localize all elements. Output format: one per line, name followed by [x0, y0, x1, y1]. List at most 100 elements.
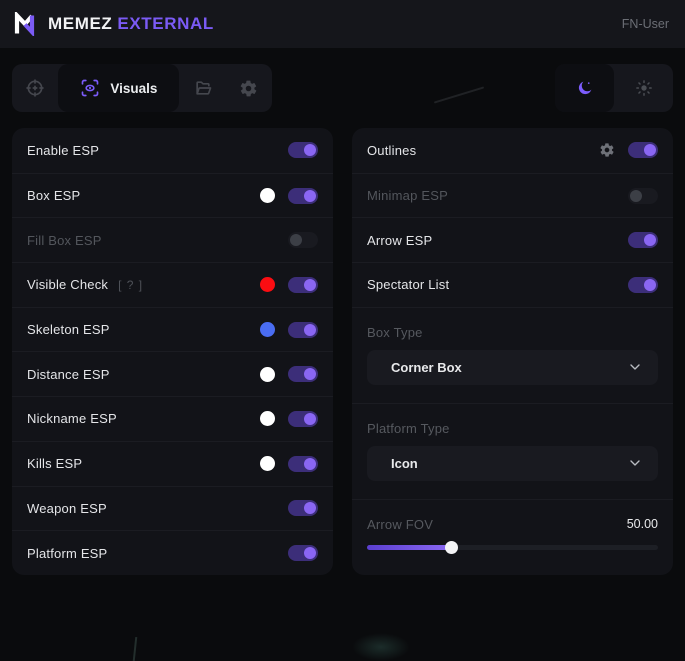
- toggle-knob: [304, 412, 316, 425]
- tab-aimbot[interactable]: [12, 64, 58, 112]
- kills-esp-color-swatch[interactable]: [260, 456, 275, 472]
- skeleton-esp-color-swatch[interactable]: [260, 322, 275, 338]
- arrow-fov-slider[interactable]: [367, 540, 658, 554]
- header: MEMEZ EXTERNAL FN-User: [0, 0, 685, 48]
- toggle-knob: [304, 547, 316, 560]
- row-label: Arrow ESP: [367, 232, 433, 248]
- weapon-esp-toggle[interactable]: [288, 500, 318, 517]
- row-spectator-list: Spectator List: [352, 262, 673, 307]
- distance-esp-color-swatch[interactable]: [260, 366, 275, 382]
- settings-panels: Enable ESP Box ESP Fill Box ESP Visible …: [12, 128, 673, 575]
- background-artifact: [132, 636, 138, 661]
- toggle-knob: [290, 234, 302, 247]
- toggle-knob: [644, 234, 656, 247]
- folder-icon: [195, 81, 211, 95]
- skeleton-esp-toggle[interactable]: [288, 321, 318, 338]
- tab-configs[interactable]: [179, 64, 225, 112]
- platform-type-value: Icon: [391, 455, 418, 471]
- row-weapon-esp: Weapon ESP: [12, 485, 333, 531]
- arrow-fov-label: Arrow FOV: [367, 516, 434, 532]
- row-outlines: Outlines: [352, 128, 673, 173]
- toggle-knob: [304, 323, 316, 336]
- row-label: Outlines: [367, 142, 417, 158]
- scan-eye-icon: [80, 78, 100, 98]
- row-box-esp: Box ESP: [12, 172, 333, 218]
- row-label: Skeleton ESP: [27, 322, 110, 338]
- toggle-knob: [304, 278, 316, 291]
- moon-icon: [578, 81, 591, 95]
- brand-logo-icon: [14, 12, 35, 36]
- box-type-group: Box Type Corner Box: [352, 306, 673, 403]
- tab-group: Visuals: [12, 64, 272, 112]
- tab-bar: Visuals: [12, 64, 673, 112]
- row-kills-esp: Kills ESP: [12, 440, 333, 486]
- row-label: Spectator List: [367, 277, 450, 293]
- row-nickname-esp: Nickname ESP: [12, 396, 333, 441]
- platform-esp-toggle[interactable]: [288, 545, 318, 562]
- box-esp-toggle[interactable]: [288, 187, 318, 204]
- toggle-knob: [304, 502, 316, 515]
- background-artifact: [352, 633, 410, 661]
- chevron-down-icon: [627, 359, 643, 375]
- spectator-list-toggle[interactable]: [628, 276, 658, 293]
- slider-thumb[interactable]: [445, 540, 459, 554]
- box-esp-color-swatch[interactable]: [260, 188, 275, 204]
- kills-esp-toggle[interactable]: [288, 455, 318, 472]
- arrow-fov-group: Arrow FOV 50.00: [352, 498, 673, 554]
- row-platform-esp: Platform ESP: [12, 530, 333, 575]
- nickname-esp-color-swatch[interactable]: [260, 411, 275, 427]
- box-type-select[interactable]: Corner Box: [367, 349, 658, 385]
- row-label: Visible Check: [27, 277, 109, 293]
- minimap-esp-toggle[interactable]: [628, 187, 658, 204]
- gear-icon: [241, 80, 257, 96]
- brand-title: MEMEZ EXTERNAL: [48, 14, 214, 34]
- row-minimap-esp: Minimap ESP: [352, 172, 673, 218]
- toggle-knob: [644, 278, 656, 291]
- tab-visuals-label: Visuals: [110, 80, 158, 96]
- outlines-toggle[interactable]: [628, 142, 658, 159]
- platform-type-group: Platform Type Icon: [352, 402, 673, 499]
- row-fill-box-esp: Fill Box ESP: [12, 217, 333, 262]
- row-label: Platform ESP: [27, 545, 108, 561]
- tab-visuals[interactable]: Visuals: [58, 64, 180, 112]
- row-label: Box ESP: [27, 188, 81, 204]
- crosshair-icon: [26, 79, 44, 97]
- esp-panel-right: Outlines Minimap ESP Arrow ESP Spectator…: [352, 128, 673, 575]
- row-label: Fill Box ESP: [27, 232, 102, 248]
- row-label: Minimap ESP: [367, 188, 448, 204]
- theme-dark-button[interactable]: [555, 64, 614, 112]
- row-distance-esp: Distance ESP: [12, 351, 333, 396]
- row-visible-check: Visible Check [ ? ]: [12, 262, 333, 307]
- toggle-knob: [644, 144, 656, 157]
- enable-esp-toggle[interactable]: [288, 142, 318, 159]
- brand: MEMEZ EXTERNAL: [12, 12, 214, 36]
- row-enable-esp: Enable ESP: [12, 128, 333, 173]
- platform-type-label: Platform Type: [367, 420, 450, 436]
- visible-check-toggle[interactable]: [288, 276, 318, 293]
- brand-accent: EXTERNAL: [117, 14, 214, 33]
- esp-panel-left: Enable ESP Box ESP Fill Box ESP Visible …: [12, 128, 333, 575]
- box-type-value: Corner Box: [391, 359, 462, 375]
- fill-box-esp-toggle[interactable]: [288, 232, 318, 249]
- row-label: Weapon ESP: [27, 500, 107, 516]
- brand-primary: MEMEZ: [48, 14, 113, 33]
- platform-type-select[interactable]: Icon: [367, 445, 658, 481]
- row-label: Enable ESP: [27, 142, 100, 158]
- slider-fill: [367, 544, 452, 550]
- help-hint[interactable]: [ ? ]: [118, 277, 144, 292]
- toggle-knob: [304, 368, 316, 381]
- distance-esp-toggle[interactable]: [288, 366, 318, 383]
- outlines-settings-gear-icon[interactable]: [599, 142, 615, 158]
- chevron-down-icon: [627, 455, 643, 471]
- arrow-esp-toggle[interactable]: [628, 232, 658, 249]
- tab-settings[interactable]: [226, 64, 272, 112]
- arrow-fov-value: 50.00: [626, 517, 658, 532]
- row-label: Kills ESP: [27, 456, 83, 472]
- toggle-knob: [304, 457, 316, 470]
- toggle-knob: [630, 189, 642, 202]
- theme-light-button[interactable]: [614, 64, 673, 112]
- visible-check-color-swatch[interactable]: [260, 277, 275, 293]
- sun-icon: [635, 80, 652, 96]
- nickname-esp-toggle[interactable]: [288, 410, 318, 427]
